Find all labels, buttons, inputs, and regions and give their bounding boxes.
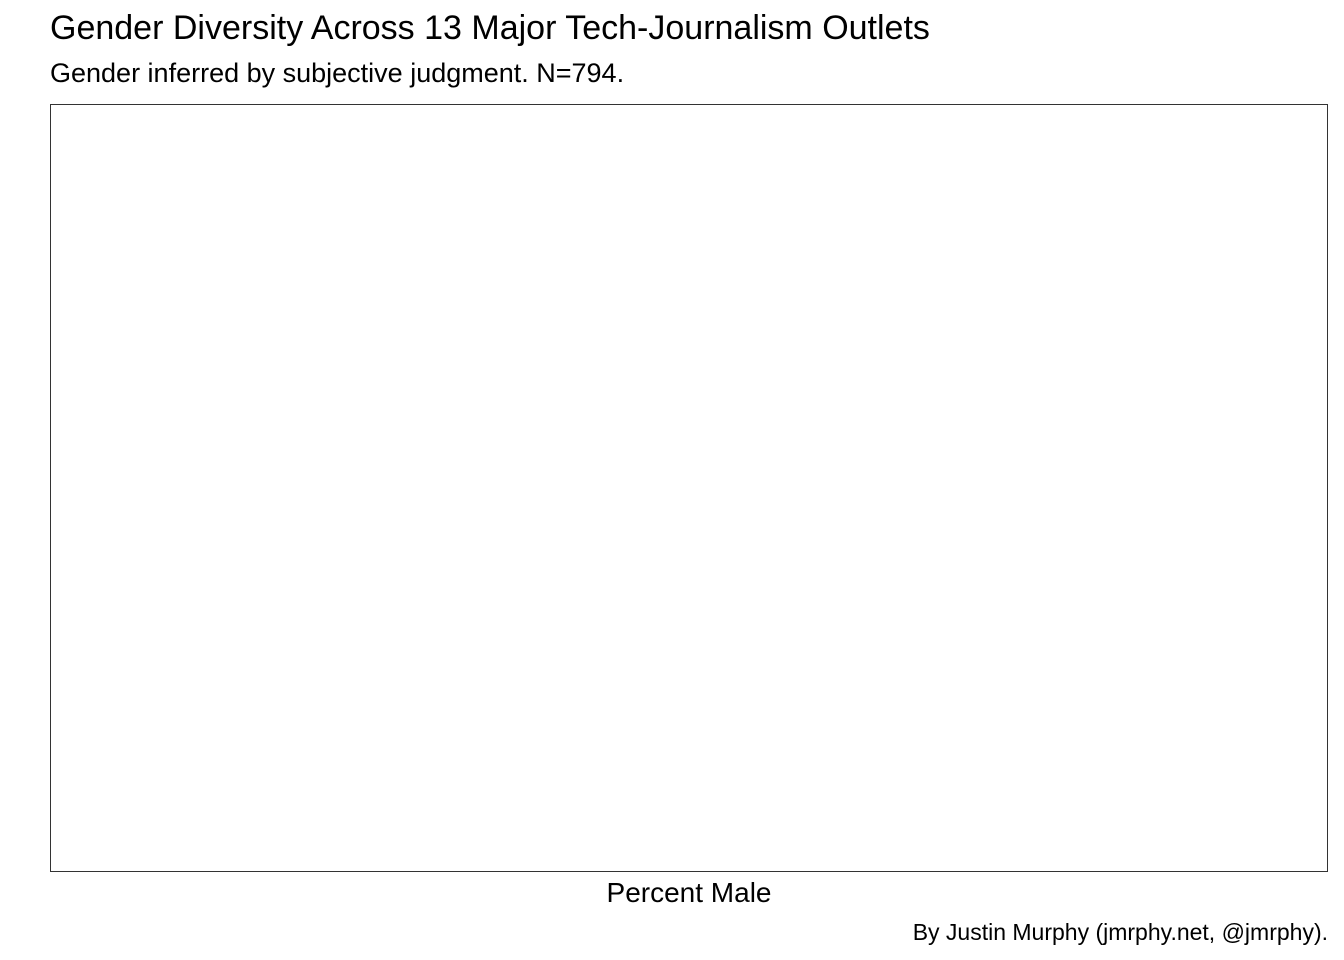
chart-title: Gender Diversity Across 13 Major Tech-Jo… — [50, 9, 930, 47]
plot-canvas — [51, 105, 1327, 871]
chart-caption: By Justin Murphy (jmrphy.net, @jmrphy). — [912, 919, 1328, 945]
chart-subtitle: Gender inferred by subjective judgment. … — [50, 58, 625, 88]
plot-area — [50, 104, 1328, 872]
x-axis-label: Percent Male — [606, 877, 772, 908]
